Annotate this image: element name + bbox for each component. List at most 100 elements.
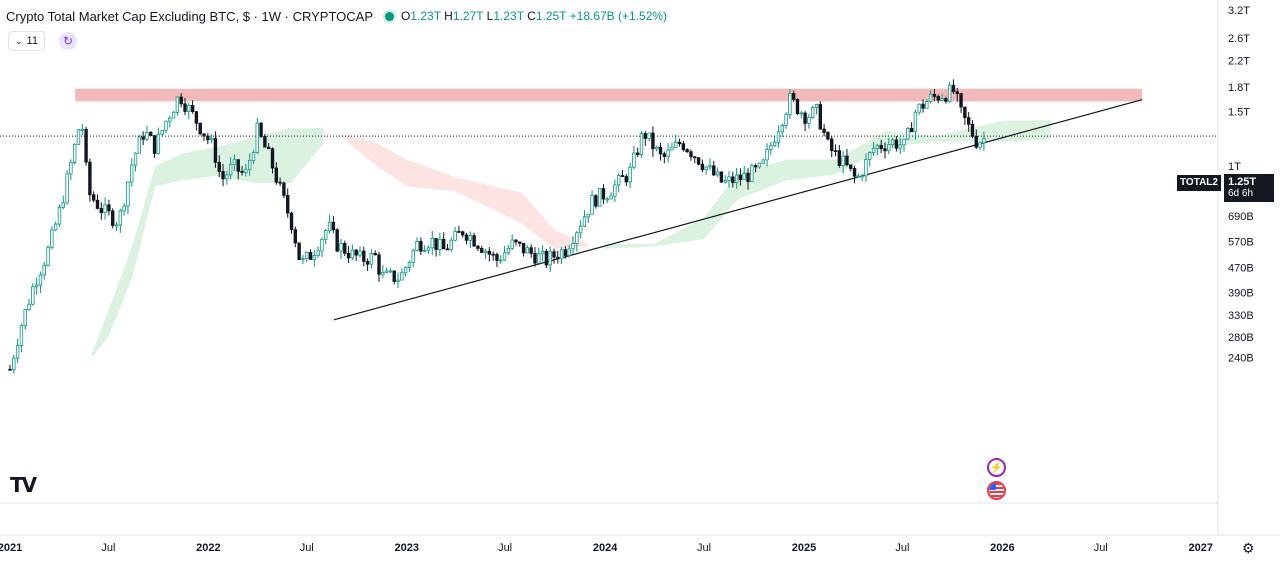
candle-body — [966, 117, 971, 125]
indicators-toggle-button[interactable]: ⌄ 11 — [8, 31, 45, 51]
candle-body — [149, 132, 153, 136]
candle-body — [236, 159, 240, 172]
candle-body — [662, 153, 667, 157]
candle-body — [95, 199, 100, 209]
candle-body — [556, 256, 560, 260]
candle-body — [362, 250, 366, 262]
candle-body — [228, 163, 233, 176]
candle-body — [251, 152, 256, 161]
candle-body — [928, 93, 933, 102]
candle-body — [274, 167, 278, 183]
candle-body — [704, 166, 708, 171]
candle-body — [449, 239, 453, 250]
price-tick-label: 1.8T — [1228, 82, 1250, 94]
indicator-count: 11 — [26, 35, 38, 47]
candle-body — [864, 159, 868, 177]
candle-body — [727, 176, 731, 181]
candle-body — [202, 133, 206, 137]
price-tick-label: 3.2T — [1228, 5, 1250, 17]
time-tick-label: Jul — [895, 542, 909, 554]
candle-body — [122, 205, 126, 212]
candle-body — [860, 175, 864, 178]
candle-body — [198, 122, 202, 135]
candle-body — [175, 96, 180, 113]
candle-body — [461, 231, 465, 236]
candle-body — [42, 264, 46, 276]
candle-body — [746, 172, 750, 182]
candle-body — [495, 254, 499, 261]
candle-body — [346, 252, 351, 259]
candle-body — [19, 325, 24, 346]
candle-body — [845, 155, 849, 166]
candle-body — [152, 135, 157, 154]
ohlc-low-key: L — [486, 9, 494, 23]
last-price-tag: 1.25T 6d 6h — [1224, 174, 1274, 202]
candle-body — [308, 251, 313, 260]
candle-body — [50, 229, 54, 248]
candle-body — [814, 104, 819, 109]
candle-body — [422, 249, 427, 252]
ohlc-high-key: H — [444, 9, 453, 23]
candle-body — [799, 112, 803, 115]
candle-body — [365, 260, 370, 265]
candle-body — [655, 146, 659, 150]
time-tick-label: Jul — [300, 542, 314, 554]
candle-body — [255, 122, 259, 154]
candle-body — [666, 149, 670, 157]
candle-body — [959, 93, 963, 108]
candle-body — [240, 170, 244, 173]
candle-body — [305, 251, 309, 260]
candle-body — [278, 181, 282, 184]
candle-body — [700, 163, 705, 171]
time-tick-label: Jul — [101, 542, 115, 554]
price-tick-label: 390B — [1228, 287, 1254, 299]
us-flag-event-icon[interactable] — [987, 481, 1006, 500]
candle-body — [540, 250, 545, 255]
candle-body — [206, 135, 210, 141]
candle-body — [826, 132, 830, 140]
candle-body — [738, 174, 743, 181]
candle-body — [141, 136, 145, 140]
candle-body — [61, 202, 65, 208]
candle-body — [160, 129, 164, 135]
tradingview-logo-icon[interactable]: TV — [10, 473, 37, 497]
candle-body — [111, 210, 115, 226]
candle-body — [761, 159, 765, 164]
candle-body — [731, 176, 735, 184]
candle-body — [53, 223, 58, 231]
lightning-event-icon[interactable]: ⚡ — [987, 458, 1006, 477]
price-tick-label: 280B — [1228, 332, 1254, 344]
candle-body — [529, 247, 533, 254]
time-tick-label: 2022 — [196, 542, 220, 554]
ichimoku-cloud-bearish-1 — [340, 134, 589, 249]
candle-body — [514, 239, 518, 243]
candle-body — [807, 117, 811, 124]
candle-body — [487, 250, 492, 255]
candle-body — [559, 249, 564, 260]
candle-body — [419, 240, 423, 252]
candle-body — [852, 168, 857, 177]
gear-icon[interactable]: ⚙ — [1242, 540, 1255, 556]
candle-body — [719, 171, 724, 183]
candle-body — [810, 107, 815, 118]
candle-body — [890, 139, 895, 146]
candle-body — [590, 195, 594, 215]
candle-body — [970, 123, 975, 137]
candle-body — [567, 248, 571, 256]
candle-body — [620, 175, 625, 177]
candle-body — [350, 249, 355, 259]
candle-body — [795, 98, 800, 115]
ichimoku-cloud-bullish-0 — [92, 127, 324, 358]
candle-body — [913, 111, 918, 133]
candle-body — [685, 149, 689, 153]
candle-body — [978, 142, 982, 148]
candle-body — [453, 231, 457, 241]
candle-body — [289, 212, 294, 231]
refresh-icon[interactable]: ↻ — [58, 32, 77, 50]
candle-body — [171, 111, 176, 119]
candle-body — [917, 103, 921, 113]
price-tick-label: 240B — [1228, 353, 1254, 365]
candle-body — [133, 152, 138, 166]
price-tick-label: 330B — [1228, 310, 1254, 322]
